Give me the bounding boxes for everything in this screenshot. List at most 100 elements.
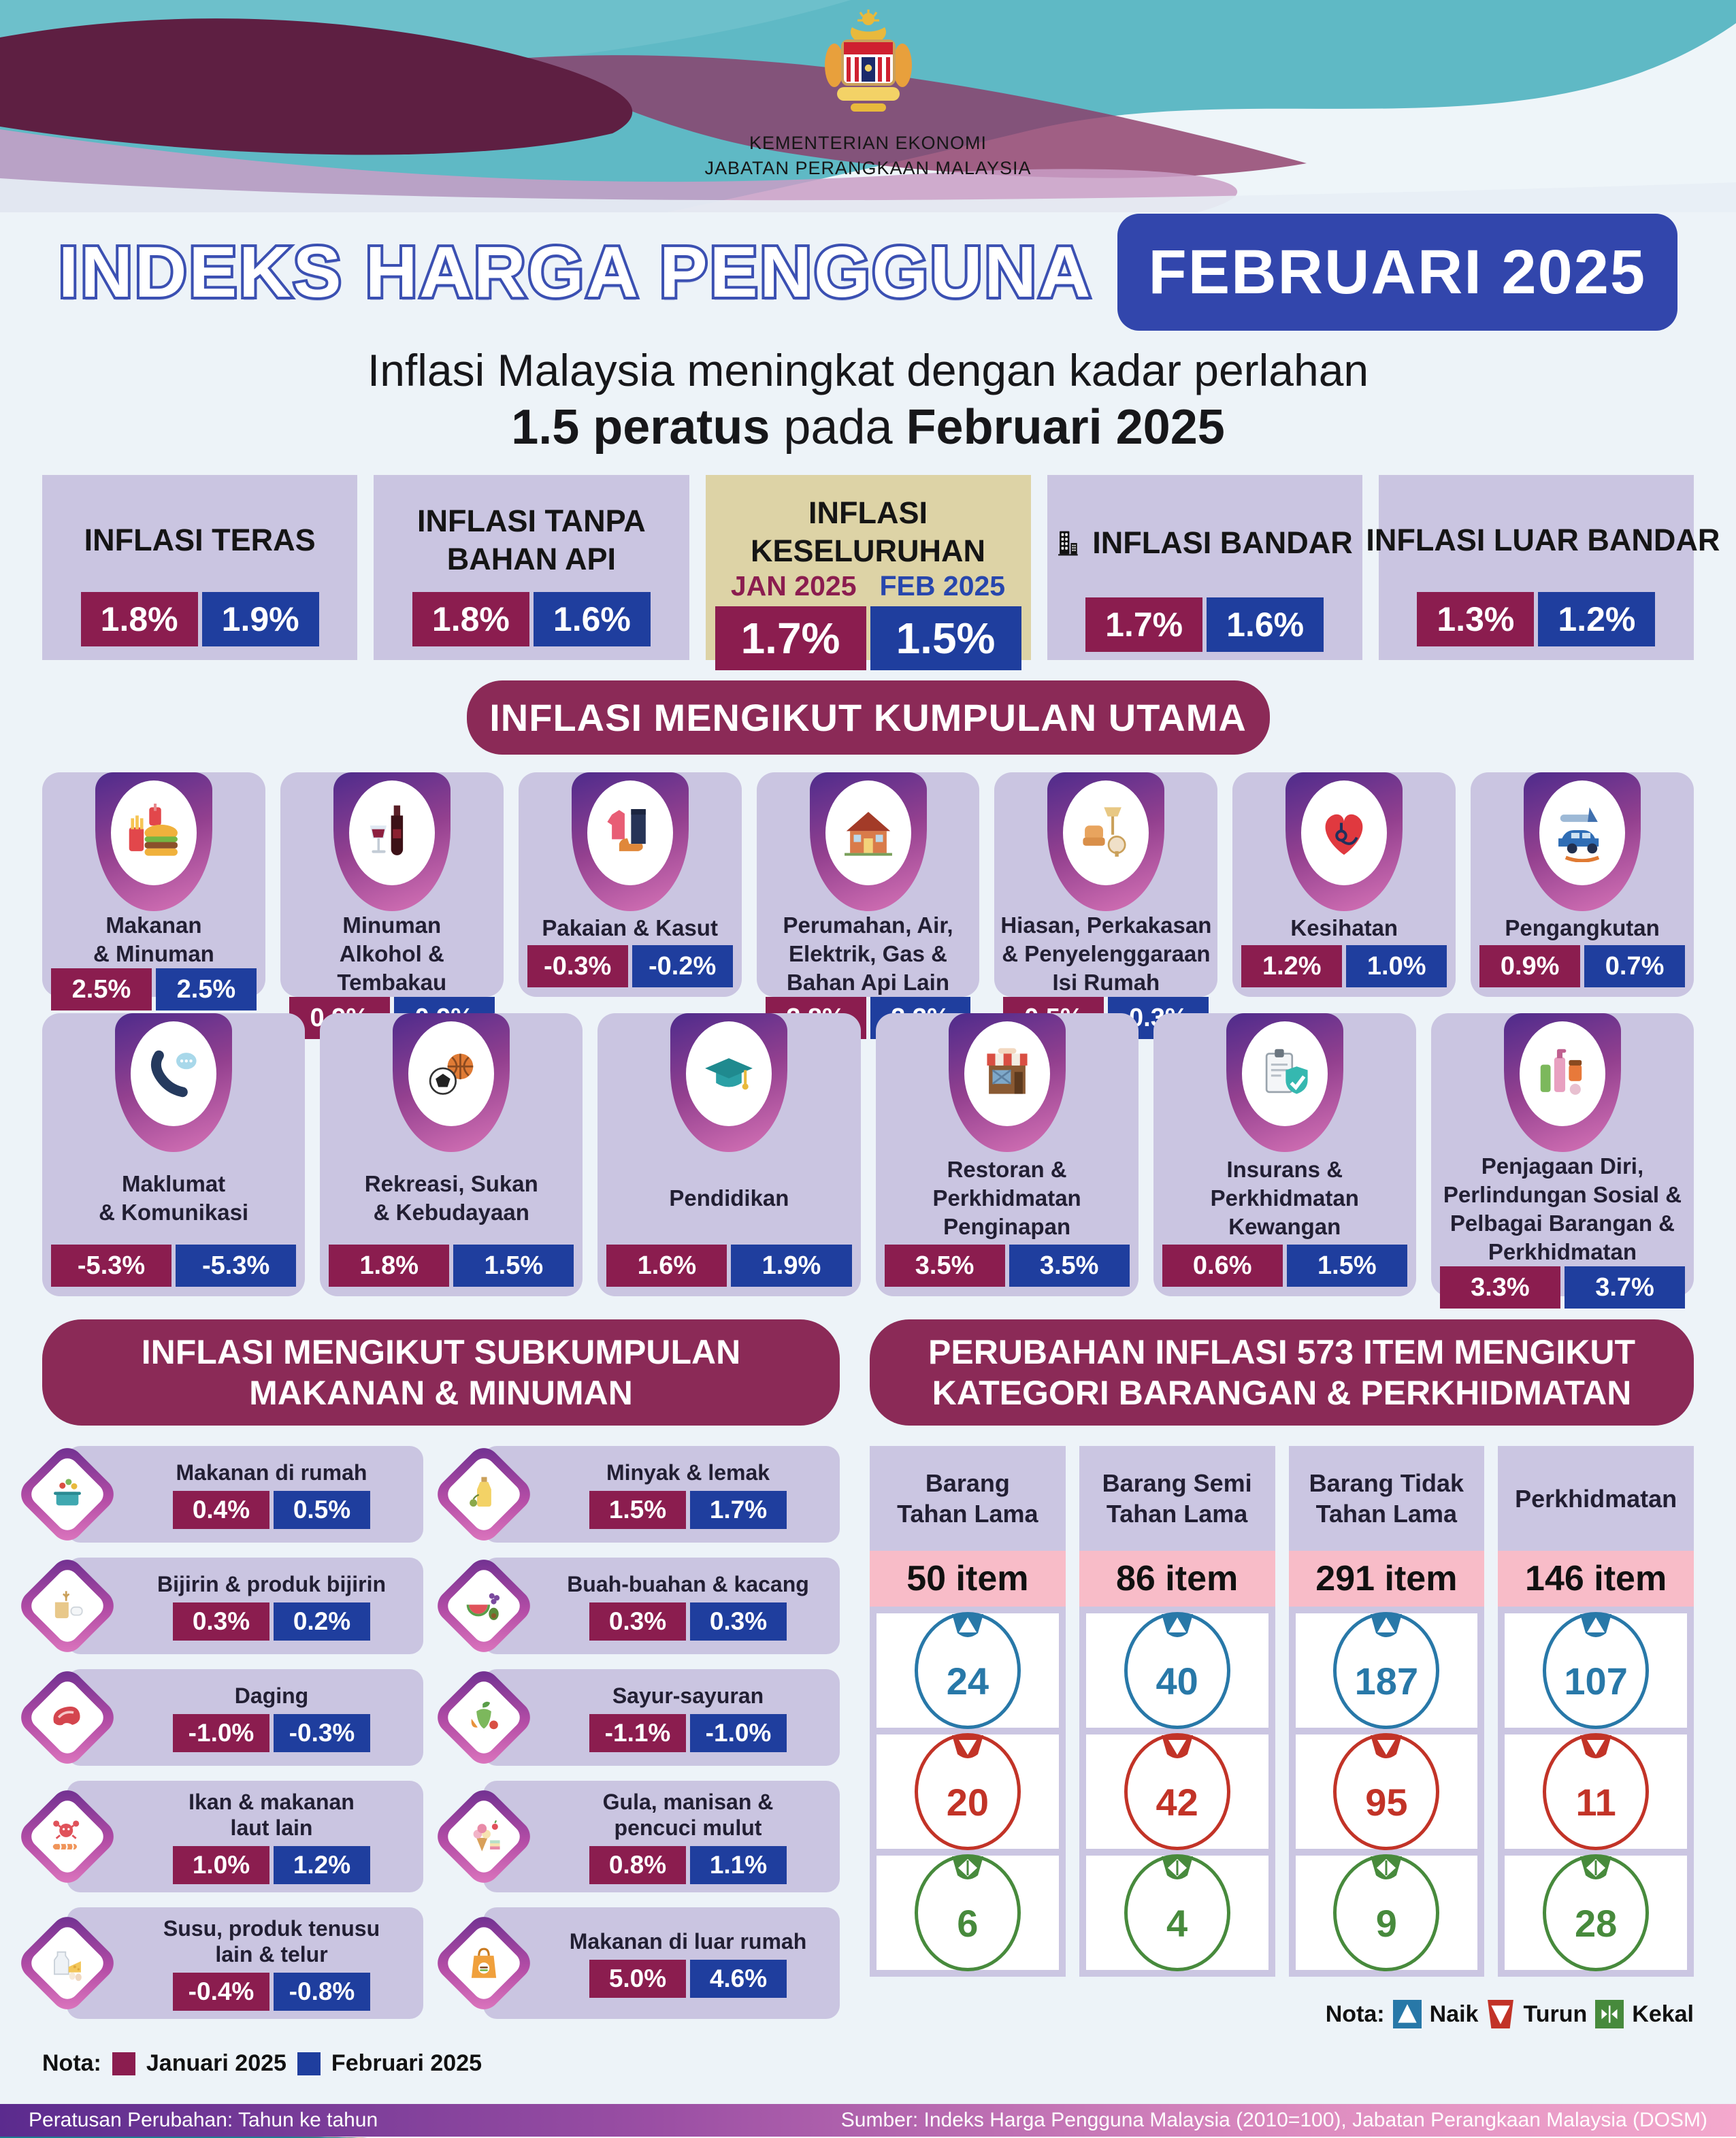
- jan-value: 0.8%: [589, 1846, 686, 1884]
- subgroup-gula-manisan: Gula, manisan & pencuci mulut 0.8% 1.1%: [431, 1781, 840, 1892]
- kekal-legend-icon: [1595, 2000, 1624, 2028]
- summary-label: INFLASI TERAS: [84, 523, 316, 557]
- subgroup-bijirin: Bijirin & produk bijirin 0.3% 0.2%: [14, 1553, 423, 1659]
- naik-count-circle: 24: [914, 1612, 1021, 1729]
- subgroup-susu-telur: Susu, produk tenusu lain & telur -0.4% -0.…: [14, 1907, 423, 2019]
- cereal-icon: [54, 1591, 83, 1619]
- item-count: 50 item: [870, 1551, 1066, 1607]
- note-bar-source: Sumber: Indeks Harga Pengguna Malaysia (…: [840, 2109, 1707, 2131]
- summary-box-inflasi-keseluruhan: INFLASI KESELURUHAN JAN 2025 FEB 2025 1.7…: [705, 475, 1031, 670]
- housing-icon: [844, 812, 892, 856]
- turun-arrow-icon: [1161, 1735, 1193, 1758]
- section-title-subkumpulan: INFLASI MENGIKUT SUBKUMPULAN MAKANAN & M…: [42, 1319, 840, 1426]
- feb-value: -0.2%: [632, 945, 733, 987]
- section-title-573-item: PERUBAHAN INFLASI 573 ITEM MENGIKUT KATE…: [870, 1319, 1694, 1426]
- legend-direction: Nota: Naik Turun Kekal: [870, 2000, 1694, 2028]
- feb-value: 0.3%: [690, 1602, 787, 1641]
- jan-value: 1.8%: [329, 1245, 450, 1287]
- card-blob: [1524, 772, 1641, 911]
- page-title: INDEKS HARGA PENGGUNA: [56, 229, 1094, 315]
- seafood-icon: [52, 1820, 80, 1850]
- month-badge: FEBRUARI 2025: [1117, 214, 1678, 331]
- summary-box-inflasi-teras: INFLASI TERAS 1.8% 1.9%: [42, 475, 358, 660]
- fastfood-icon: [129, 804, 178, 856]
- jan-value: 0.6%: [1162, 1245, 1283, 1287]
- fruit-icon: [466, 1593, 500, 1620]
- jan-value: 3.5%: [884, 1245, 1005, 1287]
- footer: f X ▶ ♪ in @StatsMalaysia: [0, 2137, 1736, 2138]
- group-card-hiasan-perkakasan: Hiasan, Perkakasan & Penyelenggaraan Isi R…: [994, 772, 1218, 1039]
- legend-months: Nota: Januari 2025 Februari 2025: [42, 2050, 482, 2076]
- turun-arrow-icon: [1371, 1735, 1403, 1758]
- card-blob: [1226, 1013, 1343, 1152]
- turun-count-circle: 95: [1333, 1733, 1440, 1850]
- summary-box-inflasi-tanpa-bahan-api: INFLASI TANPA BAHAN API 1.8% 1.6%: [374, 475, 689, 660]
- card-blob: [393, 1013, 510, 1152]
- furnishing-icon: [1083, 807, 1126, 857]
- feb-value: -1.0%: [690, 1714, 787, 1752]
- item-column-barang-semi-tahan-lama: Barang Semi Tahan Lama 86 item 40 42 4: [1079, 1446, 1275, 1977]
- group-card-kesihatan: Kesihatan 1.2% 1.0%: [1232, 772, 1456, 997]
- subgroup-ikan-makanan-laut: Ikan & makanan laut lain 1.0% 1.2%: [14, 1781, 423, 1892]
- naik-arrow-icon: [1371, 1614, 1403, 1637]
- feb-value: 1.5%: [1286, 1245, 1407, 1287]
- group-card-insurans-kewangan: Insurans & Perkhidmatan Kewangan 0.6% 1.5%: [1153, 1013, 1416, 1296]
- feb-value: 0.2%: [274, 1602, 370, 1641]
- naik-arrow-icon: [1161, 1614, 1193, 1637]
- card-blob: [1285, 772, 1403, 911]
- feb-value: 1.7%: [690, 1491, 787, 1529]
- feb-value: 3.5%: [1009, 1245, 1130, 1287]
- jan-value: 1.8%: [412, 592, 529, 646]
- feb-value: 1.6%: [533, 592, 651, 646]
- feb-value: 0.7%: [1584, 945, 1686, 987]
- item-column-perkhidmatan: Perkhidmatan 146 item 107 11 28: [1498, 1446, 1694, 1977]
- subtitle-plain: pada: [770, 400, 906, 455]
- feb-value: 1.6%: [1207, 597, 1324, 652]
- communication-icon: [151, 1050, 197, 1098]
- kekal-count-circle: 4: [1124, 1854, 1230, 1971]
- jan-value: -1.0%: [173, 1714, 269, 1752]
- building-icon: [1058, 531, 1078, 556]
- health-icon: [1325, 814, 1363, 855]
- turun-arrow-icon: [1580, 1735, 1612, 1758]
- summary-label: INFLASI LUAR BANDAR: [1366, 523, 1720, 557]
- naik-arrow-icon: [1580, 1614, 1612, 1637]
- group-card-pakaian-kasut: Pakaian & Kasut -0.3% -0.2%: [518, 772, 742, 997]
- section-title-kumpulan-utama: INFLASI MENGIKUT KUMPULAN UTAMA: [466, 680, 1270, 755]
- kekal-count-circle: 28: [1543, 1854, 1650, 1971]
- group-card-penjagaan-diri: Penjagaan Diri, Perlindungan Sosial & Pelb…: [1430, 1013, 1694, 1309]
- education-icon: [705, 1058, 753, 1090]
- summary-box-inflasi-bandar: INFLASI BANDAR 1.7% 1.6%: [1047, 475, 1362, 660]
- subgroup-makanan-luar: Makanan di luar rumah 5.0% 4.6%: [431, 1907, 840, 2019]
- kekal-count-circle: 6: [914, 1854, 1021, 1971]
- dessert-icon: [473, 1820, 500, 1852]
- feb-value: 4.6%: [690, 1960, 787, 1998]
- jan-value: 1.6%: [606, 1245, 727, 1287]
- group-card-pengangkutan: Pengangkutan 0.9% 0.7%: [1471, 772, 1694, 997]
- jan-value: 1.0%: [173, 1846, 269, 1884]
- subgroup-buah-kacang: Buah-buahan & kacang 0.3% 0.3%: [431, 1553, 840, 1659]
- naik-count-circle: 40: [1124, 1612, 1230, 1729]
- transport-icon: [1558, 807, 1600, 862]
- ministry-lines: KEMENTERIAN EKONOMI JABATAN PERANGKAAN M…: [704, 131, 1031, 181]
- feb-value: 1.5%: [453, 1245, 574, 1287]
- summary-label: INFLASI KESELURUHAN: [750, 495, 985, 568]
- subgroups-section: INFLASI MENGIKUT SUBKUMPULAN MAKANAN & M…: [14, 1319, 840, 2077]
- group-card-rekreasi-sukan: Rekreasi, Sukan & Kebudayaan 1.8% 1.5%: [320, 1013, 583, 1296]
- item-count: 86 item: [1079, 1551, 1275, 1607]
- note-bar-left: Peratusan Perubahan: Tahun ke tahun: [29, 2109, 378, 2131]
- turun-count-circle: 20: [914, 1733, 1021, 1850]
- subtitle: Inflasi Malaysia meningkat dengan kadar …: [0, 343, 1736, 457]
- main-groups-row2: Maklumat & Komunikasi -5.3% -5.3% Rekreasi…: [0, 1013, 1736, 1309]
- group-card-maklumat-komunikasi: Maklumat & Komunikasi -5.3% -5.3%: [42, 1013, 306, 1296]
- subgroup-sayur: Sayur-sayuran -1.1% -1.0%: [431, 1664, 840, 1771]
- jan-value: 1.2%: [1241, 945, 1343, 987]
- group-card-restoran-penginapan: Restoran & Perkhidmatan Penginapan 3.5% 3.5…: [875, 1013, 1139, 1296]
- item-count: 291 item: [1288, 1551, 1485, 1607]
- summary-row: INFLASI TERAS 1.8% 1.9% INFLASI TANPA BAH…: [0, 475, 1736, 670]
- card-blob: [1503, 1013, 1621, 1152]
- subgroup-makanan-di-rumah: Makanan di rumah 0.4% 0.5%: [14, 1441, 423, 1547]
- jan-value: 5.0%: [589, 1960, 686, 1998]
- header: KEMENTERIAN EKONOMI JABATAN PERANGKAAN M…: [0, 0, 1736, 212]
